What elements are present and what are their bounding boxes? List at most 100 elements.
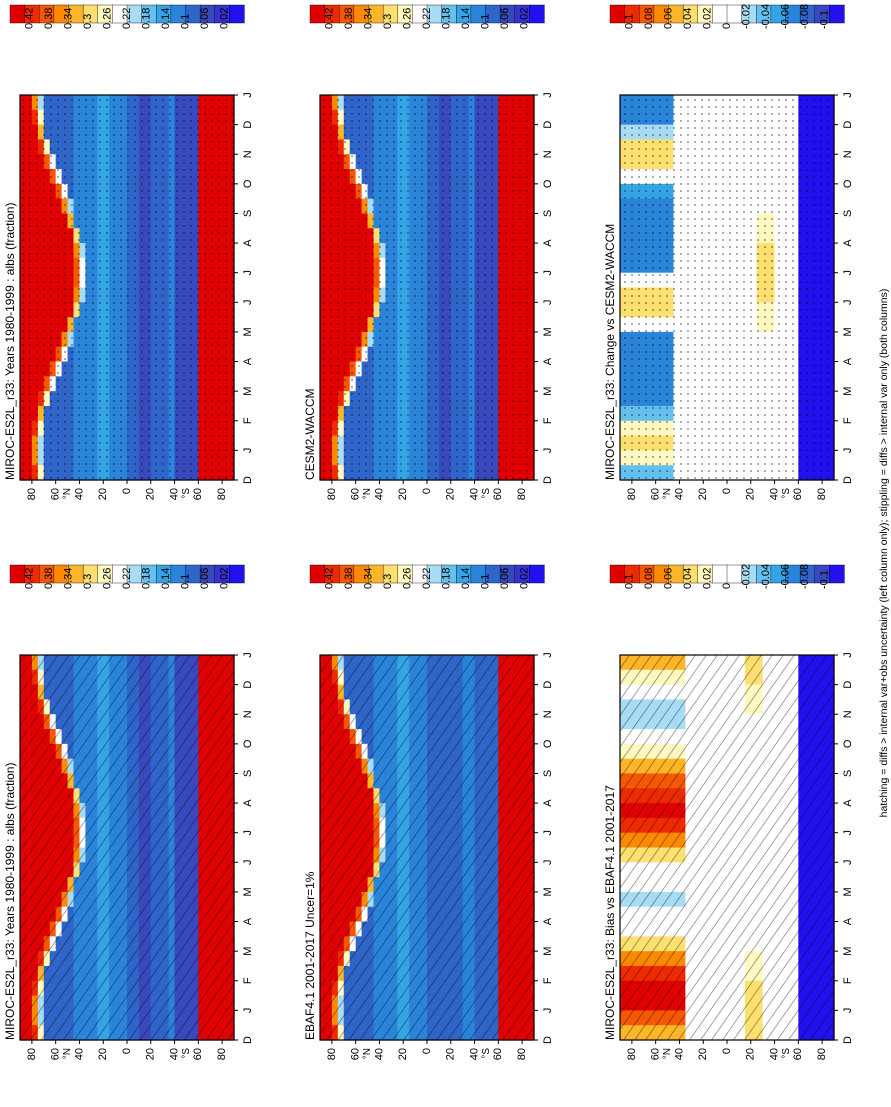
lat-tick-label: 40 xyxy=(168,488,180,500)
lat-tick-label: 60 xyxy=(350,1048,362,1060)
lat-tick-label: 80 xyxy=(516,1048,528,1060)
month-tick-label: J xyxy=(542,652,554,658)
colorbar-swatch xyxy=(529,564,545,584)
colorbar-label: 0.34 xyxy=(62,568,74,589)
month-tick-label: J xyxy=(842,860,854,866)
colorbar: 0.42 0.38 0.34 0.3 0.26 0.22 0.18 0.14 0.1 0.06 0.… xyxy=(9,4,245,29)
month-tick-label: J xyxy=(242,830,254,836)
month-tick-label: D xyxy=(842,681,854,689)
month-tick-label: A xyxy=(242,917,254,925)
colorbar-label: 0.02 xyxy=(218,568,230,589)
colorbar-label: 0.26 xyxy=(101,8,113,29)
month-tick-label: S xyxy=(242,210,254,217)
colorbar-label: 0.3 xyxy=(382,574,394,589)
month-tick-label: M xyxy=(842,887,854,896)
month-tick-label: S xyxy=(242,770,254,777)
month-tick-label: A xyxy=(542,799,554,807)
colorbar-label: 0.1 xyxy=(179,574,191,589)
colorbar-label: 0.26 xyxy=(101,568,113,589)
month-tick-label: D xyxy=(542,1036,554,1044)
month-tick-label: D xyxy=(242,121,254,129)
hemisphere-label: °S xyxy=(181,488,192,499)
colorbar-label: -0.04 xyxy=(760,564,772,589)
lat-tick-label: 20 xyxy=(697,1048,709,1060)
lat-tick-label: 80 xyxy=(26,1048,38,1060)
colorbar-label: -0.1 xyxy=(818,570,830,589)
colorbar-label: 0.06 xyxy=(199,8,211,29)
month-tick-label: J xyxy=(842,652,854,658)
colorbar-label: 0.42 xyxy=(23,8,35,29)
colorbar-label: -0.06 xyxy=(779,564,791,589)
month-tick-label: M xyxy=(242,327,254,336)
lat-tick-label: 40 xyxy=(468,1048,480,1060)
month-tick-label: M xyxy=(242,947,254,956)
month-tick-label: J xyxy=(842,830,854,836)
month-tick-label: D xyxy=(542,681,554,689)
colorbar: 0.42 0.38 0.34 0.3 0.26 0.22 0.18 0.14 0.1 0.06 0.… xyxy=(9,564,245,589)
month-tick-label: O xyxy=(242,739,254,748)
colorbar-label: 0.14 xyxy=(460,568,472,589)
hemisphere-label: °N xyxy=(62,488,73,499)
hemisphere-label: °S xyxy=(781,1048,792,1059)
colorbar-label: 0.14 xyxy=(160,8,172,29)
month-tick-label: J xyxy=(842,1008,854,1014)
month-tick-label: S xyxy=(842,770,854,777)
lat-tick-label: 20 xyxy=(97,488,109,500)
colorbar-label: 0.38 xyxy=(43,568,55,589)
lat-tick-label: 40 xyxy=(373,1048,385,1060)
panel-title: MIROC-ES2L_r33: Years 1980-1999 : albs (… xyxy=(3,763,17,1040)
colorbar-label: 0.42 xyxy=(323,568,335,589)
panel-title: MIROC-ES2L_r33: Bias vs EBAF4.1 2001-201… xyxy=(603,785,617,1040)
colorbar-label: 0.22 xyxy=(421,568,433,589)
month-tick-label: N xyxy=(242,150,254,158)
lat-tick-label: 80 xyxy=(816,1048,828,1060)
month-tick-label: J xyxy=(242,300,254,306)
hemisphere-label: °N xyxy=(362,1048,373,1059)
month-tick-label: N xyxy=(542,710,554,718)
colorbar-label: 0.14 xyxy=(160,568,172,589)
colorbar-label: 0.1 xyxy=(623,574,635,589)
month-tick-label: J xyxy=(242,652,254,658)
colorbar-label: 0.1 xyxy=(479,574,491,589)
month-tick-label: O xyxy=(842,739,854,748)
colorbar-label: 0.08 xyxy=(643,568,655,589)
lat-tick-label: 0 xyxy=(121,488,133,494)
month-tick-label: D xyxy=(842,1036,854,1044)
month-tick-label: O xyxy=(242,179,254,188)
lat-tick-label: 80 xyxy=(626,1048,638,1060)
month-tick-label: D xyxy=(242,476,254,484)
month-tick-label: J xyxy=(542,1008,554,1014)
month-tick-label: A xyxy=(542,917,554,925)
month-tick-label: J xyxy=(242,860,254,866)
month-tick-label: M xyxy=(542,947,554,956)
month-tick-label: D xyxy=(242,1036,254,1044)
lat-tick-label: 80 xyxy=(216,488,228,500)
month-tick-label: S xyxy=(542,770,554,777)
month-tick-label: A xyxy=(842,799,854,807)
panel-title: MIROC-ES2L_r33: Years 1980-1999 : albs (… xyxy=(3,203,17,480)
month-tick-label: J xyxy=(542,860,554,866)
colorbar-label: 0.18 xyxy=(140,568,152,589)
panel-title: EBAF4.1 2001-2017 Uncer=1% xyxy=(303,871,317,1040)
month-tick-label: F xyxy=(242,977,254,984)
month-tick-label: M xyxy=(842,947,854,956)
hatch-overlay xyxy=(620,655,834,1040)
month-tick-label: J xyxy=(242,448,254,454)
month-tick-label: A xyxy=(242,239,254,247)
colorbar-label: 0.04 xyxy=(682,568,694,589)
lat-tick-label: 20 xyxy=(445,1048,457,1060)
lat-tick-label: 60 xyxy=(50,488,62,500)
colorbar-label: 0.18 xyxy=(140,8,152,29)
lat-tick-label: 60 xyxy=(650,1048,662,1060)
lat-tick-label: 60 xyxy=(50,1048,62,1060)
colorbar-swatch xyxy=(229,4,245,24)
lat-tick-label: 60 xyxy=(792,1048,804,1060)
month-tick-label: A xyxy=(242,799,254,807)
lat-tick-label: 20 xyxy=(145,1048,157,1060)
colorbar-label: 0.06 xyxy=(499,568,511,589)
colorbar-label: 0.06 xyxy=(662,568,674,589)
colorbar-label: 0.06 xyxy=(199,568,211,589)
month-tick-label: A xyxy=(242,357,254,365)
colorbar: 0.1 0.08 0.06 0.04 0.02 0 -0.02 -0.04 -0.06 -0.08… xyxy=(609,564,845,589)
